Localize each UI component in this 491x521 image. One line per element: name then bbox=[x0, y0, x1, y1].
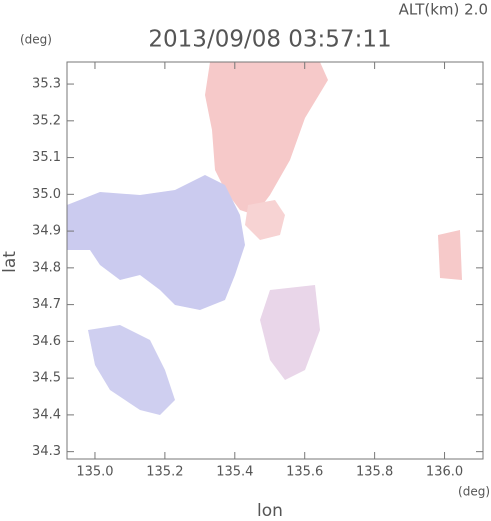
y-axis-label: lat bbox=[0, 251, 20, 273]
y-tick-label: 34.3 bbox=[32, 444, 61, 459]
y-tick-label: 35.2 bbox=[32, 113, 61, 128]
altitude-label: ALT(km) 2.0 bbox=[399, 1, 488, 19]
y-unit: (deg) bbox=[20, 33, 52, 47]
plot-frame bbox=[66, 61, 484, 460]
y-tick-label: 35.0 bbox=[32, 187, 61, 202]
x-tick-label: 135.6 bbox=[286, 465, 323, 480]
y-tick-label: 35.3 bbox=[32, 77, 61, 92]
x-tick-label: 135.2 bbox=[146, 465, 183, 480]
y-tick-label: 34.6 bbox=[32, 334, 61, 349]
y-tick-label: 34.5 bbox=[32, 371, 61, 386]
x-tick-label: 135.8 bbox=[356, 465, 393, 480]
y-tick-label: 34.9 bbox=[32, 224, 61, 239]
echo-region bbox=[88, 325, 175, 415]
echo-region bbox=[245, 200, 285, 240]
echo-region bbox=[438, 230, 462, 280]
echo-field bbox=[67, 62, 462, 415]
y-tick-label: 35.1 bbox=[32, 150, 61, 165]
y-tick-label: 34.4 bbox=[32, 407, 61, 422]
y-tick-label: 34.8 bbox=[32, 260, 61, 275]
x-unit: (deg) bbox=[458, 485, 490, 499]
echo-region bbox=[260, 285, 320, 380]
chart-title: 2013/09/08 03:57:11 bbox=[148, 27, 391, 53]
x-axis-label: lon bbox=[257, 501, 283, 521]
x-tick-label: 135.0 bbox=[76, 465, 113, 480]
echo-region bbox=[67, 175, 245, 310]
x-tick-label: 136.0 bbox=[426, 465, 463, 480]
x-tick-label: 135.4 bbox=[216, 465, 253, 480]
y-tick-label: 34.7 bbox=[32, 297, 61, 312]
echo-region bbox=[205, 62, 328, 215]
